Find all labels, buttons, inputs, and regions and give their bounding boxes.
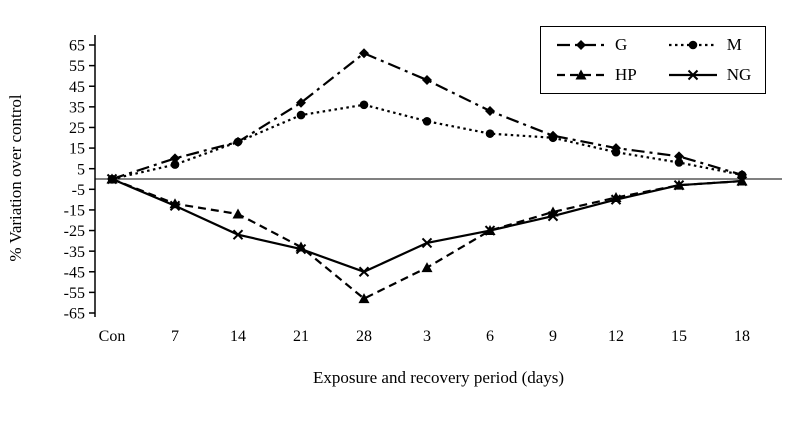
- y-tick-label: 65: [69, 38, 85, 55]
- legend-item-ng: NG: [667, 65, 752, 85]
- y-tick-label: 45: [69, 79, 85, 96]
- y-tick-label: 25: [69, 120, 85, 137]
- legend-item-hp: HP: [555, 65, 637, 85]
- x-tick-label: Con: [99, 328, 126, 345]
- legend-label-g: G: [615, 35, 628, 54]
- y-tick-label: -55: [64, 285, 85, 302]
- g-line-sample: [557, 40, 605, 50]
- series-NG-line: [111, 177, 743, 273]
- series-NG: [106, 173, 748, 277]
- y-tick-labels: 65 55 45 35 25 15 5 -5 -15 -25 -35 -45 -55 -65: [64, 38, 95, 323]
- y-tick-label: -15: [64, 203, 85, 220]
- x-tick-label: 6: [486, 328, 494, 345]
- series-G-line: [111, 51, 743, 181]
- x-tick-labels: Con 7 14 21 28 3 6 9 12 15 18: [99, 328, 750, 345]
- x-tick-label: 21: [293, 328, 309, 345]
- x-tick-label: 9: [549, 328, 557, 345]
- series-M: [107, 100, 747, 184]
- x-tick-label: 18: [734, 328, 750, 345]
- y-tick-label: 35: [69, 99, 85, 116]
- ng-line-sample: [668, 69, 717, 81]
- x-tick-label: 28: [356, 328, 372, 345]
- y-tick-label: -5: [72, 182, 85, 199]
- m-line-sample: [668, 40, 717, 50]
- series-M-line: [111, 103, 743, 181]
- y-tick-label: -25: [64, 223, 85, 240]
- y-tick-label: -45: [64, 264, 85, 281]
- series-HP-line: [111, 177, 743, 300]
- axes: [94, 35, 782, 317]
- y-tick-label: -65: [64, 306, 85, 323]
- y-tick-label: 15: [69, 141, 85, 158]
- x-tick-label: 7: [171, 328, 179, 345]
- series-HP: [106, 173, 748, 304]
- x-tick-label: 3: [423, 328, 431, 345]
- legend-label-m: M: [726, 35, 742, 54]
- legend: G M HP NG: [540, 26, 767, 94]
- legend-label-hp: HP: [615, 65, 637, 84]
- hp-line-sample: [557, 69, 605, 80]
- x-axis-title: Exposure and recovery period (days): [312, 368, 565, 387]
- legend-item-m: M: [667, 35, 752, 55]
- x-tick-label: 15: [671, 328, 687, 345]
- y-axis-title: % Variation over control: [6, 94, 25, 262]
- legend-label-ng: NG: [726, 65, 752, 84]
- y-tick-label: -35: [64, 244, 85, 261]
- y-tick-label: 5: [77, 161, 85, 178]
- x-tick-label: 14: [230, 328, 246, 345]
- legend-item-g: G: [555, 35, 637, 55]
- x-tick-label: 12: [608, 328, 624, 345]
- y-tick-label: 55: [69, 58, 85, 75]
